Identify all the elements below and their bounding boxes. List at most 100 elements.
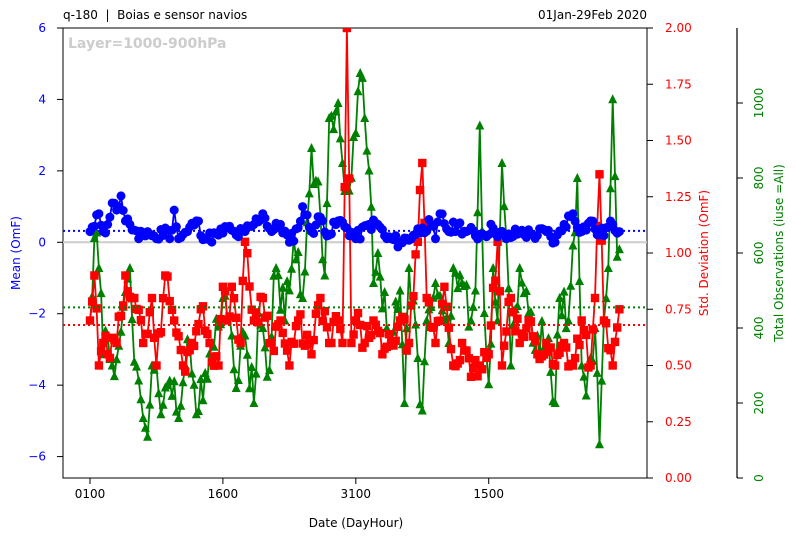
count-point-194 xyxy=(515,263,525,272)
mean-point-14 xyxy=(116,191,126,201)
stddev-point-76 xyxy=(254,318,263,327)
stddev-point-38 xyxy=(170,316,179,325)
count-point-216 xyxy=(563,315,573,325)
stddev-point-129 xyxy=(371,320,380,329)
stddev-point-199 xyxy=(526,317,535,326)
left-tick-label: −6 xyxy=(28,450,46,464)
stddev-point-82 xyxy=(267,338,276,348)
stddev-point-227 xyxy=(588,325,597,334)
stddev-point-65 xyxy=(229,294,239,303)
stddev-point-118 xyxy=(347,338,356,348)
count-point-187 xyxy=(499,201,509,211)
count-point-238 xyxy=(612,251,622,261)
stddev-point-89 xyxy=(282,346,292,355)
stddev-point-221 xyxy=(575,340,584,350)
stddev-point-233 xyxy=(601,319,611,328)
stddev-point-33 xyxy=(158,294,168,303)
stddev-point-9 xyxy=(105,353,115,363)
stddev-point-75 xyxy=(251,308,261,317)
stddev-point-230 xyxy=(595,170,604,179)
count-point-51 xyxy=(198,395,208,405)
mean-point-167 xyxy=(455,218,465,228)
count-point-230 xyxy=(595,439,604,449)
count-point-163 xyxy=(446,310,456,320)
stddev-point-43 xyxy=(181,367,190,376)
stddev-point-73 xyxy=(247,305,256,314)
stddev-point-122 xyxy=(356,320,365,330)
count-point-151 xyxy=(420,356,429,366)
count-point-239 xyxy=(614,244,624,254)
left-tick-label: 0 xyxy=(38,235,46,249)
stddev-point-58 xyxy=(214,361,223,370)
stddev-point-210 xyxy=(550,361,560,370)
mean-point-210 xyxy=(550,237,560,247)
count-point-124 xyxy=(360,113,370,122)
count-point-78 xyxy=(258,323,268,332)
stddev-point-149 xyxy=(415,185,425,195)
count-point-175 xyxy=(473,207,483,217)
count-point-140 xyxy=(395,285,405,295)
stddev-point-16 xyxy=(121,271,130,280)
mean-point-218 xyxy=(568,209,578,219)
left-tick-label: 4 xyxy=(38,92,46,106)
stddev-point-101 xyxy=(309,335,318,345)
count-point-220 xyxy=(572,173,582,182)
count-point-24 xyxy=(138,413,148,422)
count-point-103 xyxy=(313,176,323,186)
count-point-3 xyxy=(92,227,102,237)
count-point-12 xyxy=(112,354,122,364)
stddev-point-98 xyxy=(302,330,312,340)
x-axis-label: Date (DayHour) xyxy=(309,516,403,530)
count-point-237 xyxy=(610,171,620,181)
stddev-point-194 xyxy=(515,338,524,348)
stddev-point-1 xyxy=(88,297,97,306)
stddev-point-51 xyxy=(198,302,208,311)
stddev-point-238 xyxy=(613,323,622,332)
stddev-point-222 xyxy=(577,316,586,325)
stddev-point-114 xyxy=(338,338,347,348)
count-point-199 xyxy=(526,306,536,316)
stddev-point-207 xyxy=(544,347,553,356)
mean-point-92 xyxy=(289,236,299,246)
count-point-14 xyxy=(116,326,126,336)
stddev-point-3 xyxy=(92,304,101,313)
stddev-point-215 xyxy=(562,343,571,352)
stddev-point-138 xyxy=(391,336,400,345)
stddev-point-191 xyxy=(508,308,518,317)
stddev-point-45 xyxy=(185,346,194,355)
right-tick-label: 1.25 xyxy=(665,190,692,204)
right-tick-label: 1.75 xyxy=(665,77,692,91)
stddev-point-144 xyxy=(404,338,414,348)
stddev-point-147 xyxy=(411,250,420,259)
stddev-point-115 xyxy=(340,182,349,192)
stddev-point-185 xyxy=(495,287,504,296)
count-point-224 xyxy=(581,390,591,400)
stddev-point-127 xyxy=(367,330,376,340)
count-point-132 xyxy=(377,303,387,313)
stddev-point-2 xyxy=(90,271,99,280)
stddev-point-237 xyxy=(610,337,620,347)
stddev-point-173 xyxy=(469,363,478,372)
stddev-point-200 xyxy=(528,332,538,341)
mean-point-105 xyxy=(318,216,328,226)
count-point-22 xyxy=(134,375,144,385)
count-point-130 xyxy=(373,248,383,257)
stddev-point-218 xyxy=(568,361,578,370)
count-point-107 xyxy=(322,198,332,208)
stddev-point-235 xyxy=(606,346,615,355)
count-point-27 xyxy=(145,399,155,409)
stddev-point-15 xyxy=(119,301,128,310)
stddev-point-131 xyxy=(376,328,385,338)
count-point-5 xyxy=(96,288,106,298)
stddev-point-116 xyxy=(342,28,352,33)
stddev-point-68 xyxy=(236,338,245,348)
count-point-87 xyxy=(278,282,288,292)
count-point-72 xyxy=(245,383,254,393)
stddev-point-151 xyxy=(420,218,429,228)
count-point-94 xyxy=(293,247,303,256)
count-point-37 xyxy=(167,390,177,400)
mean-point-96 xyxy=(298,202,308,212)
stddev-point-110 xyxy=(329,317,338,327)
stddev-point-102 xyxy=(311,309,321,318)
stddev-point-180 xyxy=(484,350,493,359)
